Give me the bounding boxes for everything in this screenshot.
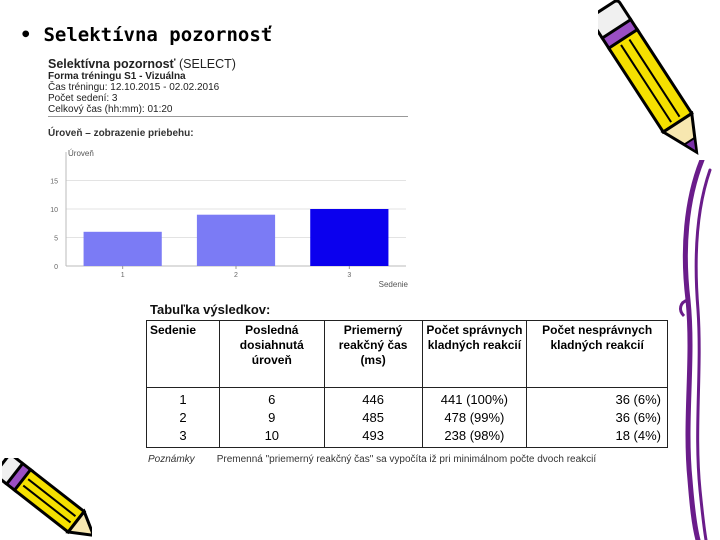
column-header: Priemerný reakčný čas (ms) xyxy=(323,320,423,388)
y-tick-label: 5 xyxy=(54,236,58,243)
total-time: Celkový čas (hh:mm): 01:20 xyxy=(48,104,173,115)
x-tick-label: 2 xyxy=(234,272,238,279)
page-curl-border-icon xyxy=(679,160,712,540)
pencil-icon xyxy=(598,0,699,155)
note-text: Premenná "priemerný reakčný čas" sa vypo… xyxy=(216,454,597,465)
results-table: Sedenie Posledná dosiahnutá úroveň Priem… xyxy=(146,320,668,448)
training-time: Čas tréningu: 12.10.2015 - 02.02.2016 xyxy=(48,82,220,93)
table-cell: 9 xyxy=(218,409,325,427)
table-cell: 36 (6%) xyxy=(526,387,668,409)
y-tick-label: 0 xyxy=(54,264,58,271)
table-cell: 3 xyxy=(146,427,220,448)
table-cell: 2 xyxy=(146,409,220,427)
report-title-bold: Selektívna pozornosť xyxy=(48,57,176,71)
table-cell: 485 xyxy=(323,409,423,427)
table-cell: 1 xyxy=(146,387,220,409)
y-tick-label: 10 xyxy=(50,207,58,214)
results-title: Tabuľka výsledkov: xyxy=(150,302,271,317)
report-title: Selektívna pozornosť (SELECT) xyxy=(48,57,236,71)
level-bar-chart: Úroveň 0 5 10 15 1 2 3 Sedenie xyxy=(50,149,409,289)
column-header: Počet nesprávnych kladných reakcií xyxy=(526,320,668,388)
results-panel: Tabuľka výsledkov: Sedenie Posledná dosi… xyxy=(146,297,670,465)
x-tick-label: 1 xyxy=(121,272,125,279)
column-header: Posledná dosiahnutá úroveň xyxy=(218,320,325,388)
table-cell: 441 (100%) xyxy=(421,387,528,409)
table-header-row: Sedenie Posledná dosiahnutá úroveň Priem… xyxy=(146,320,668,388)
column-header: Sedenie xyxy=(146,320,220,388)
table-row: 2 9 485 478 (99%) 36 (6%) xyxy=(146,409,668,427)
column-header: Počet správnych kladných reakcií xyxy=(421,320,528,388)
table-row: 1 6 446 441 (100%) 36 (6%) xyxy=(146,387,668,409)
slide-heading: • Selektívna pozornosť xyxy=(20,24,272,46)
note-label: Poznámky xyxy=(148,454,195,465)
table-cell: 6 xyxy=(218,387,325,409)
table-cell: 238 (98%) xyxy=(421,427,528,448)
divider xyxy=(48,116,408,117)
bullet-marker: • xyxy=(20,24,32,46)
session-count: Počet sedení: 3 xyxy=(48,93,118,104)
chart-heading: Úroveň – zobrazenie priebehu: xyxy=(48,128,194,139)
training-form: Forma tréningu S1 - Vizuálna xyxy=(48,71,186,82)
y-axis-label: Úroveň xyxy=(68,149,94,158)
table-cell: 10 xyxy=(218,427,325,448)
pencil-icon xyxy=(2,458,92,538)
table-cell: 478 (99%) xyxy=(421,409,528,427)
report-title-rest: (SELECT) xyxy=(175,57,236,71)
bar xyxy=(310,209,389,266)
table-cell: 36 (6%) xyxy=(526,409,668,427)
bar xyxy=(196,214,276,266)
table-row: 3 10 493 238 (98%) 18 (4%) xyxy=(146,427,668,448)
report-info: Selektívna pozornosť (SELECT) Forma trén… xyxy=(48,57,236,115)
bar xyxy=(83,231,162,266)
table-cell: 446 xyxy=(323,387,423,409)
slide-heading-text: Selektívna pozornosť xyxy=(43,24,273,46)
table-cell: 493 xyxy=(323,427,423,448)
table-cell: 18 (4%) xyxy=(526,427,668,448)
y-tick-label: 15 xyxy=(50,179,58,186)
x-tick-label: 3 xyxy=(347,272,351,279)
x-axis-label: Sedenie xyxy=(379,280,409,289)
results-note: Poznámky Premenná "priemerný reakčný čas"… xyxy=(148,454,596,465)
